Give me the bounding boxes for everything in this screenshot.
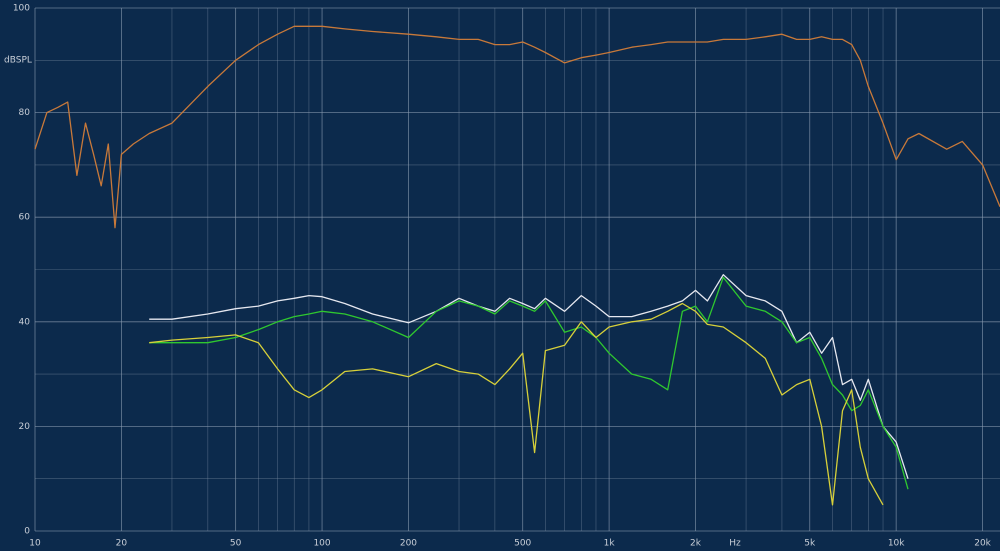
y-axis-label: dBSPL <box>4 56 32 66</box>
y-tick-label: 0 <box>24 527 30 537</box>
x-tick-label: 200 <box>400 539 417 549</box>
x-tick-label: 10k <box>888 539 905 549</box>
y-tick-label: 60 <box>19 213 31 223</box>
series-line <box>34 25 1000 229</box>
x-tick-label: 10 <box>29 539 41 549</box>
x-tick-label: 500 <box>514 539 531 549</box>
y-tick-label: 100 <box>13 4 30 14</box>
x-tick-label: 20 <box>116 539 128 549</box>
series-line <box>149 302 884 506</box>
y-tick-label: 40 <box>19 317 31 327</box>
x-tick-label: 20k <box>974 539 991 549</box>
x-tick-label: 50 <box>230 539 242 549</box>
y-tick-label: 20 <box>19 422 31 432</box>
x-tick-label: 5k <box>804 539 816 549</box>
series-line <box>149 274 909 479</box>
x-axis-label: Hz <box>729 539 741 549</box>
x-tick-label: 100 <box>313 539 330 549</box>
y-tick-label: 80 <box>19 108 31 118</box>
x-tick-label: 1k <box>604 539 616 549</box>
x-tick-label: 2k <box>690 539 702 549</box>
